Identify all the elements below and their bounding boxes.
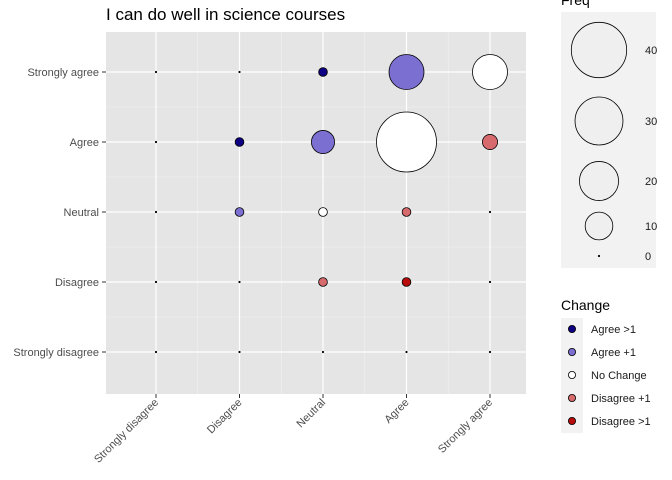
color-key-label-agree-1: Agree +1 bbox=[591, 347, 636, 359]
point-strongly-agree-vs-agree bbox=[482, 134, 498, 150]
color-key-disagree-1 bbox=[568, 393, 577, 402]
size-key-20 bbox=[579, 161, 619, 201]
point-disagree-vs-disagree bbox=[238, 280, 241, 284]
point-disagree-vs-strongly-agree bbox=[238, 70, 241, 74]
point-strongly-agree-vs-strongly-disagree bbox=[488, 350, 492, 354]
color-key-label-disagree-1: Disagree >1 bbox=[591, 416, 651, 428]
y-tick-label-neutral: Neutral bbox=[64, 207, 99, 219]
y-tick-label-strongly-disagree: Strongly disagree bbox=[13, 347, 99, 359]
point-agree-vs-agree bbox=[376, 111, 437, 173]
y-tick-label-strongly-agree: Strongly agree bbox=[27, 67, 99, 79]
point-strongly-disagree-vs-neutral bbox=[154, 210, 158, 214]
point-strongly-agree-vs-neutral bbox=[488, 210, 492, 214]
color-key-agree-1 bbox=[568, 324, 577, 333]
color-key-no-change bbox=[568, 370, 577, 379]
x-tick-label-strongly-disagree: Strongly disagree bbox=[92, 397, 161, 466]
point-disagree-vs-agree bbox=[234, 137, 245, 147]
point-neutral-vs-neutral bbox=[318, 207, 328, 217]
points-layer bbox=[154, 54, 508, 354]
y-tick-label-disagree: Disagree bbox=[55, 277, 99, 289]
grid-minor bbox=[106, 32, 526, 394]
point-neutral-vs-strongly-agree bbox=[318, 67, 328, 77]
plot-panel bbox=[106, 32, 526, 394]
point-strongly-disagree-vs-strongly-agree bbox=[154, 70, 158, 74]
point-neutral-vs-agree bbox=[311, 130, 335, 154]
x-tick-label-disagree: Disagree bbox=[205, 397, 245, 437]
size-key-label-20: 20 bbox=[645, 176, 657, 188]
chart-title: I can do well in science courses bbox=[106, 5, 345, 24]
point-agree-vs-disagree bbox=[401, 277, 412, 287]
point-disagree-vs-neutral bbox=[234, 207, 245, 217]
point-disagree-vs-strongly-disagree bbox=[238, 350, 241, 354]
size-legend: Freq 40 30 20 10 0 bbox=[561, 0, 657, 268]
color-legend-title: Change bbox=[561, 297, 610, 313]
y-axis: Strongly disagree Disagree Neutral Agree Str… bbox=[13, 67, 106, 359]
point-agree-vs-strongly-agree bbox=[388, 54, 425, 90]
point-agree-vs-strongly-disagree bbox=[405, 350, 408, 354]
point-strongly-agree-vs-strongly-agree bbox=[472, 54, 508, 90]
size-key-label-40: 40 bbox=[645, 45, 657, 57]
point-strongly-disagree-vs-disagree bbox=[154, 280, 158, 284]
size-key-0 bbox=[597, 254, 601, 258]
point-strongly-disagree-vs-strongly-disagree bbox=[154, 350, 158, 354]
color-key-label-no-change: No Change bbox=[591, 370, 647, 382]
y-tick-label-agree: Agree bbox=[70, 137, 99, 149]
x-axis: Strongly disagree Disagree Neutral Agree Str… bbox=[92, 394, 495, 466]
point-neutral-vs-disagree bbox=[318, 277, 328, 287]
point-strongly-agree-vs-disagree bbox=[488, 280, 492, 284]
x-tick-label-neutral: Neutral bbox=[295, 397, 329, 431]
point-agree-vs-neutral bbox=[401, 207, 412, 217]
size-legend-title: Freq bbox=[561, 0, 590, 8]
x-tick-label-agree: Agree bbox=[382, 397, 411, 426]
color-legend: Change Agree >1 Agree +1 No Change Disagree … bbox=[561, 297, 651, 433]
size-key-label-0: 0 bbox=[645, 251, 651, 263]
color-key-label-agree-1: Agree >1 bbox=[591, 324, 636, 336]
color-key-label-disagree-1: Disagree +1 bbox=[591, 393, 651, 405]
size-key-40 bbox=[570, 21, 628, 79]
size-key-10 bbox=[584, 211, 614, 241]
color-key-disagree-1 bbox=[568, 416, 577, 425]
point-neutral-vs-strongly-disagree bbox=[321, 350, 325, 354]
color-key-agree-1 bbox=[568, 347, 577, 356]
size-key-30 bbox=[574, 96, 624, 146]
point-strongly-disagree-vs-agree bbox=[154, 140, 158, 144]
x-tick-label-strongly-agree: Strongly agree bbox=[436, 397, 495, 456]
size-key-label-10: 10 bbox=[645, 221, 657, 233]
size-key-label-30: 30 bbox=[645, 116, 657, 128]
